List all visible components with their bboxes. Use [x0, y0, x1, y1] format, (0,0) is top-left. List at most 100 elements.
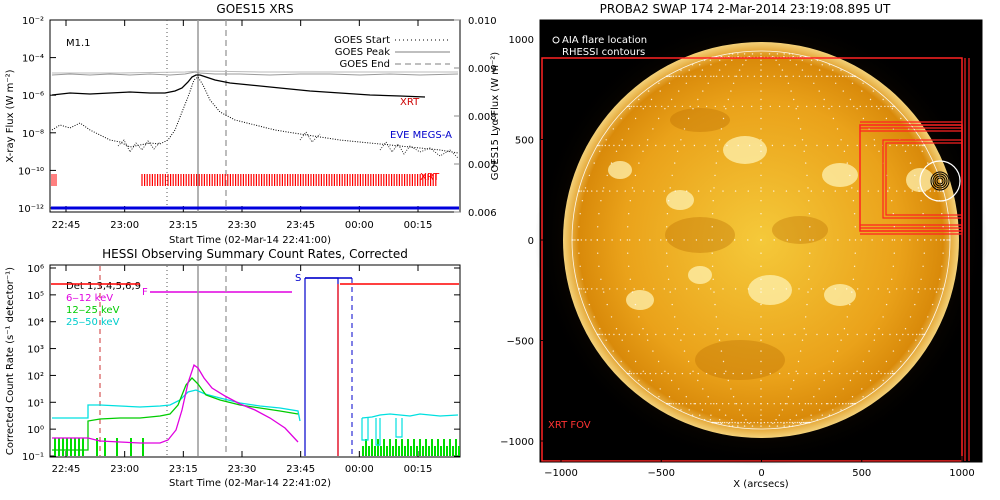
grid-dot: [896, 144, 898, 147]
grid-dot: [603, 187, 605, 189]
grid-dot: [840, 409, 842, 411]
grid-dot: [835, 396, 837, 398]
grid-dot: [794, 144, 796, 147]
grid-dot: [940, 239, 942, 241]
grid-dot: [732, 105, 734, 108]
grid-dot: [919, 333, 921, 336]
grid-dot: [713, 403, 715, 405]
grid-dot: [597, 333, 599, 336]
grid-dot: [778, 414, 780, 416]
grid-dot: [628, 105, 631, 108]
grid-dot: [842, 75, 844, 78]
grid-dot: [822, 190, 825, 192]
grid-dot: [769, 105, 771, 108]
grid-dot: [760, 53, 762, 55]
grid-dot: [642, 328, 644, 330]
grid-dot: [889, 144, 891, 147]
grid-dot: [799, 422, 802, 425]
grid-dot: [603, 291, 605, 293]
grid-dot: [747, 288, 749, 290]
grid-dot: [792, 403, 794, 405]
grid-dot: [832, 69, 834, 71]
grid-dot: [687, 360, 690, 363]
green-bar: [386, 446, 388, 456]
hessi-x-tick-label: 23:30: [228, 464, 257, 475]
grid-dot: [854, 403, 857, 405]
grid-dot: [680, 69, 682, 71]
grid-dot: [760, 117, 762, 120]
grid-dot: [627, 372, 629, 375]
grid-dot: [853, 372, 855, 375]
goes-yl-tick-label: 10⁻¹²: [18, 204, 44, 215]
grid-dot: [578, 190, 581, 192]
swap-title: PROBA2 SWAP 174 2-Mar-2014 23:19:08.895 …: [600, 2, 891, 16]
grid-dot: [676, 150, 679, 152]
grid-dot: [655, 372, 657, 375]
grid-dot: [900, 360, 902, 363]
green-bar: [380, 446, 382, 456]
grid-dot: [815, 75, 818, 78]
grid-dot: [801, 139, 804, 141]
aia-flare-circle: [919, 160, 961, 202]
goes-x-tick-label: 23:00: [110, 220, 139, 231]
grid-dot: [760, 239, 762, 241]
grid-dot: [767, 421, 769, 424]
green-bar: [398, 446, 400, 456]
grid-dot: [578, 288, 581, 290]
swap-y-tick-label: 1000: [509, 35, 534, 46]
green-bar: [407, 439, 409, 456]
grid-dot: [660, 239, 662, 241]
hessi-x-tick-label: 00:00: [345, 464, 374, 475]
hessi-frame: [49, 264, 461, 458]
grid-dot: [705, 105, 708, 108]
grid-dot: [586, 190, 589, 192]
grid-dot: [636, 372, 638, 375]
grid-dot: [851, 82, 854, 85]
grid-dot: [630, 105, 632, 108]
grid-dot: [727, 98, 729, 101]
grid-dot: [763, 421, 766, 424]
swap-panel: PROBA2 SWAP 174 2-Mar-2014 23:19:08.895 …: [500, 2, 987, 490]
grid-dot: [642, 370, 644, 372]
grid-dot: [788, 105, 790, 108]
grid-dot: [799, 239, 801, 241]
series-lya-flux-2: [52, 70, 458, 74]
grid-dot: [828, 370, 830, 372]
green-bar: [142, 438, 144, 456]
grid-dot: [788, 53, 791, 55]
green-bar: [443, 439, 445, 456]
grid-dot: [633, 190, 635, 192]
grid-dot: [647, 90, 650, 92]
grid-dot: [787, 396, 790, 398]
grid-dot: [683, 350, 686, 352]
grid-dot: [884, 105, 886, 108]
grid-dot: [921, 333, 923, 336]
grid-dot: [825, 403, 828, 405]
grid-dot: [760, 59, 762, 61]
grid-dot: [760, 409, 762, 411]
grid-dot: [668, 82, 671, 85]
grid-dot: [852, 403, 854, 405]
grid-dot: [760, 291, 762, 293]
grid-dot: [669, 187, 671, 189]
green-bar: [431, 439, 433, 456]
grid-dot: [760, 396, 762, 398]
grid-dot: [872, 388, 875, 390]
grid-dot: [942, 226, 944, 228]
grid-dot: [793, 379, 795, 382]
grid-dot: [616, 288, 618, 290]
grid-dot: [914, 174, 916, 177]
grid-dot: [810, 64, 812, 66]
grid-dot: [806, 421, 809, 424]
hessi-y-ticks: 10⁶ 10⁵ 10⁴ 10³ 10² 10¹ 10⁰ 10⁻¹: [22, 264, 460, 463]
grid-dot: [805, 333, 807, 336]
grid-dot: [646, 333, 648, 336]
grid-dot: [808, 265, 811, 267]
grid-dot: [685, 403, 688, 405]
grid-dot: [629, 200, 631, 202]
grid-dot: [697, 105, 699, 108]
grid-dot: [868, 350, 870, 352]
grid-dot: [726, 333, 728, 336]
grid-dot: [865, 144, 867, 147]
